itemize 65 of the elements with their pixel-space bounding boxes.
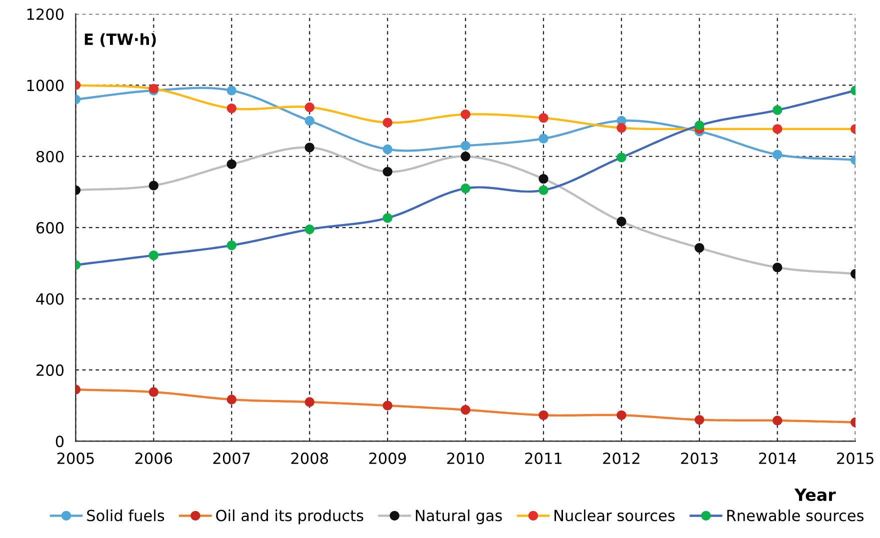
point — [304, 224, 314, 234]
legend-label: Natural gas — [416, 509, 502, 524]
point — [226, 103, 236, 114]
x-tick-label: 2015 — [837, 452, 874, 464]
point — [616, 152, 626, 162]
point — [226, 159, 236, 170]
point — [772, 416, 782, 426]
x-tick-label: 2006 — [135, 452, 172, 464]
legend-label: Solid fuels — [87, 509, 164, 522]
x-tick-label: 2005 — [57, 452, 94, 464]
y-tick-label: 1000 — [27, 80, 64, 92]
point — [538, 113, 548, 123]
point — [772, 150, 782, 160]
x-tick-label: 2014 — [759, 452, 796, 464]
point — [772, 105, 782, 115]
y-tick-label: 600 — [36, 222, 64, 234]
point — [460, 404, 470, 415]
point — [538, 410, 548, 420]
y-tick-label: 1200 — [27, 8, 64, 20]
y-tick-label: 200 — [36, 364, 64, 376]
point — [772, 124, 782, 134]
point — [460, 152, 470, 162]
x-tick-label: 2008 — [291, 452, 328, 464]
point — [538, 174, 548, 184]
legend-label: Rnewable sources — [727, 509, 864, 522]
point — [304, 142, 314, 152]
x-tick-label: 2013 — [681, 452, 718, 464]
point — [226, 240, 236, 250]
point — [382, 400, 392, 410]
legend-label: Oil and its products — [216, 509, 364, 524]
point — [382, 166, 392, 177]
point — [460, 110, 470, 120]
x-tick-label: 2009 — [369, 452, 406, 464]
x-tick-label: 2012 — [603, 452, 640, 464]
x-axis-title: Year — [794, 488, 836, 502]
point — [226, 394, 236, 404]
point — [772, 262, 782, 272]
point — [304, 102, 314, 112]
y-tick-label: 400 — [36, 293, 64, 305]
x-tick-label: 2010 — [447, 452, 484, 464]
point — [304, 397, 314, 407]
point — [382, 144, 392, 154]
point — [304, 116, 314, 126]
point — [148, 250, 159, 260]
y-axis-title: E (TW·h) — [84, 33, 156, 47]
x-tick-label: 2007 — [213, 452, 250, 464]
point — [694, 414, 704, 425]
point — [382, 213, 392, 223]
y-tick-label: 0 — [56, 436, 64, 448]
point — [616, 410, 626, 420]
point — [538, 185, 548, 196]
point — [226, 86, 236, 96]
point — [382, 118, 392, 128]
point — [148, 180, 159, 190]
point — [694, 120, 704, 130]
point — [538, 134, 548, 144]
point — [694, 243, 704, 253]
point — [460, 184, 470, 194]
point — [616, 123, 626, 133]
point — [616, 216, 626, 226]
x-tick-label: 2011 — [525, 452, 562, 464]
point — [148, 387, 159, 397]
legend-label: Nuclear sources — [554, 509, 675, 522]
point — [460, 140, 470, 151]
y-tick-label: 800 — [36, 150, 64, 162]
